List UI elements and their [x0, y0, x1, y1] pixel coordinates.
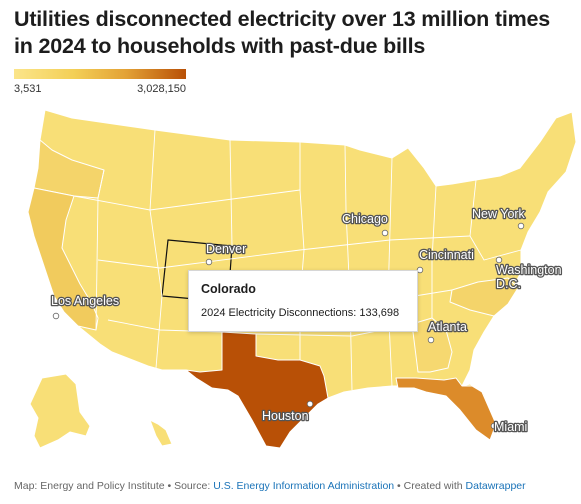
state-north-carolina[interactable] — [449, 277, 519, 317]
state-florida[interactable] — [395, 377, 497, 441]
state-texas[interactable] — [185, 331, 329, 449]
city-label-miami: Miami — [494, 420, 527, 434]
city-label-new-york: New York — [472, 207, 526, 221]
city-houston: Houston — [261, 400, 314, 424]
city-atlanta: Atlanta — [427, 319, 468, 344]
state-georgia[interactable] — [411, 317, 453, 373]
footer-middle: • Created with — [397, 480, 463, 492]
city-label-washington-dc: Washington D.C. — [496, 263, 565, 291]
city-label-denver: Denver — [206, 242, 246, 256]
state-alaska[interactable] — [29, 373, 91, 449]
city-label-atlanta: Atlanta — [428, 320, 467, 334]
tooltip-metric: 2024 Electricity Disconnections: 133,698 — [201, 307, 399, 319]
color-legend: 3,531 3,028,150 — [14, 69, 186, 95]
city-markers: Chicago New York Denver Cincinnati Washi… — [50, 206, 565, 436]
footer-credits: Map: Energy and Policy Institute • Sourc… — [14, 480, 526, 492]
city-label-chicago: Chicago — [342, 212, 388, 226]
city-new-york: New York — [471, 206, 527, 230]
city-washington-dc: Washington D.C. — [495, 256, 565, 292]
legend-min-label: 3,531 — [14, 83, 42, 95]
city-chicago: Chicago — [341, 211, 389, 237]
legend-gradient-bar — [14, 69, 186, 79]
state-hawaii[interactable] — [149, 419, 173, 447]
footer-prefix: Map: Energy and Policy Institute • Sourc… — [14, 480, 211, 492]
city-label-cincinnati: Cincinnati — [419, 248, 474, 262]
source-link[interactable]: U.S. Energy Information Administration — [213, 480, 395, 492]
city-los-angeles: Los Angeles — [50, 293, 120, 320]
city-denver: Denver — [205, 241, 248, 266]
city-label-los-angeles: Los Angeles — [51, 294, 119, 308]
city-label-houston: Houston — [262, 409, 309, 423]
city-cincinnati: Cincinnati — [416, 247, 475, 274]
chart-title: Utilities disconnected electricity over … — [14, 7, 551, 58]
datawrapper-link[interactable]: Datawrapper — [465, 480, 526, 492]
tooltip-state-name: Colorado — [201, 282, 256, 296]
tooltip-metric-value: 133,698 — [359, 307, 400, 319]
city-miami: Miami — [490, 419, 529, 435]
legend-max-label: 3,028,150 — [137, 83, 186, 95]
tooltip-metric-label: 2024 Electricity Disconnections: — [201, 307, 357, 319]
state-tooltip: Colorado 2024 Electricity Disconnections… — [188, 270, 418, 332]
